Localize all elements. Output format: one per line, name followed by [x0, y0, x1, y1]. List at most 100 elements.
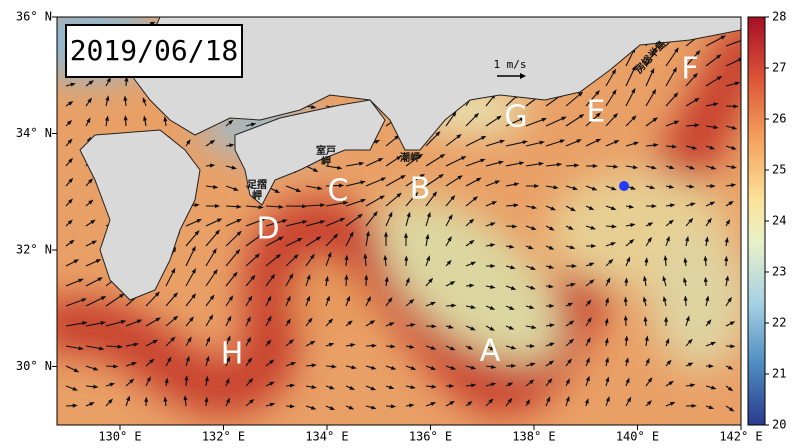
vector-head: [438, 173, 445, 179]
vector: [85, 296, 104, 307]
vector: [705, 36, 724, 47]
vector: [685, 74, 697, 87]
vector-head: [209, 163, 216, 168]
colorbar-tick-label: 22: [772, 316, 786, 330]
vector-head: [695, 49, 701, 56]
vector-head: [236, 218, 243, 223]
vector-head: [519, 117, 526, 122]
vector-head: [457, 175, 463, 180]
vector-head: [741, 38, 747, 42]
vector: [165, 293, 177, 307]
vector-head: [126, 395, 130, 402]
vector-head: [703, 276, 708, 283]
vector-head: [275, 253, 282, 259]
vector-head: [489, 346, 496, 351]
vector-head: [338, 183, 345, 188]
vector-head: [236, 230, 242, 236]
vector-head: [306, 295, 311, 302]
vector-head: [184, 375, 189, 381]
vector-head: [66, 119, 73, 126]
vector-head: [419, 173, 426, 179]
vector: [185, 270, 196, 287]
vector-head: [507, 397, 513, 404]
vector-head: [490, 364, 497, 369]
vector-head: [278, 204, 284, 209]
vector-head: [613, 140, 620, 145]
vector-head: [728, 200, 734, 206]
vector-head: [105, 95, 110, 101]
vector: [645, 70, 654, 87]
vector-head: [88, 178, 94, 184]
vector-head: [98, 346, 105, 351]
vector-head: [577, 91, 584, 97]
vector: [565, 93, 582, 107]
vector: [485, 116, 500, 127]
vector-head: [366, 296, 371, 302]
vector-head: [306, 274, 311, 280]
vector-head: [170, 336, 176, 342]
vector-head: [708, 364, 715, 369]
vector-head: [625, 377, 630, 384]
vector-head: [417, 153, 424, 159]
vector-head: [685, 315, 690, 322]
vector-head: [266, 339, 272, 345]
vector-head: [216, 218, 223, 223]
vector-head: [88, 199, 94, 205]
vector-head: [212, 248, 217, 254]
vector-head: [432, 191, 438, 197]
vector-head: [163, 396, 168, 402]
vector-head: [225, 377, 230, 384]
vector-head: [611, 186, 617, 191]
vector-head: [470, 365, 477, 370]
vector-head: [683, 277, 688, 283]
vector-head: [183, 395, 188, 401]
vector-head: [233, 186, 239, 191]
vector: [385, 136, 398, 147]
vector-head: [725, 219, 731, 225]
vector-head: [329, 385, 335, 390]
vector-head: [494, 180, 501, 185]
vector: [225, 219, 240, 227]
vector-head: [626, 396, 632, 403]
region-label: B: [410, 172, 431, 207]
lat-label: 32° N: [16, 243, 52, 257]
vector-head: [208, 314, 214, 320]
vector-head: [307, 317, 313, 323]
vector-head: [509, 244, 515, 249]
vector: [105, 345, 120, 348]
vector: [665, 94, 677, 107]
vector: [485, 161, 502, 167]
vector: [145, 318, 159, 327]
vector-head: [534, 183, 540, 189]
vector: [85, 345, 102, 350]
vector-head: [473, 112, 480, 118]
vector-head: [88, 80, 94, 85]
vector: [505, 118, 523, 127]
vector-head: [525, 398, 531, 405]
vector: [305, 221, 323, 227]
vector-head: [734, 81, 741, 86]
vector: [105, 320, 124, 327]
vector: [425, 155, 444, 167]
map-frame: [56, 16, 742, 426]
vector-head: [449, 346, 456, 351]
vector-head: [403, 232, 408, 238]
vector-head: [149, 358, 155, 364]
vector-head: [173, 292, 178, 298]
vector-head: [731, 164, 737, 169]
vector-head: [647, 377, 653, 383]
region-label: E: [587, 95, 606, 130]
vector: [445, 156, 464, 167]
vector-head: [553, 185, 559, 190]
vector-head: [490, 222, 496, 227]
vector-head: [688, 217, 694, 224]
vector-head: [592, 163, 598, 169]
vector-head: [194, 203, 200, 208]
vector-head: [136, 319, 143, 324]
vector-head: [586, 299, 592, 305]
vector-head: [267, 295, 272, 302]
vector-head: [529, 379, 535, 385]
vector: [725, 40, 741, 47]
vector-head: [588, 205, 595, 211]
